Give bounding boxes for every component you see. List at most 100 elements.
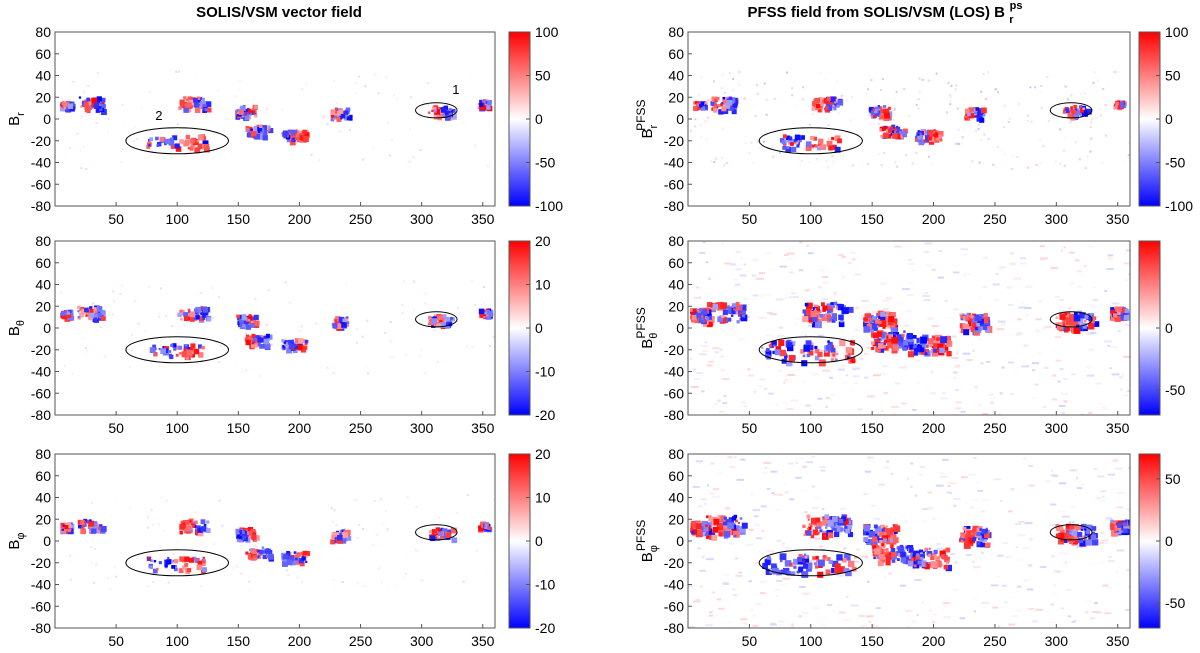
x-tick-label: 350: [471, 211, 495, 227]
y-tick-label: 0: [676, 320, 684, 336]
field-cell: [946, 351, 952, 357]
field-cell: [295, 553, 300, 558]
field-cell: [188, 312, 191, 316]
noise-cell: [791, 623, 794, 626]
noise-cell: [358, 75, 361, 78]
field-cell: [178, 568, 184, 573]
noise-cell: [259, 375, 262, 377]
noise-cell: [93, 548, 96, 551]
noise-cell: [904, 520, 908, 523]
field-cell: [925, 349, 929, 353]
noise-cell: [961, 476, 968, 479]
field-cell: [146, 144, 151, 149]
field-cell: [931, 350, 939, 357]
noise-cell: [69, 554, 72, 557]
field-cell: [716, 96, 720, 101]
y-label-sub: φ: [648, 545, 660, 552]
field-cell: [339, 532, 343, 536]
colorbar-tick-label: -100: [535, 198, 563, 214]
field-cell: [206, 520, 210, 524]
field-cell: [295, 560, 301, 565]
noise-cell: [715, 472, 724, 475]
field-cell: [79, 312, 84, 318]
noise-cell: [833, 291, 838, 294]
field-cell: [864, 525, 871, 532]
field-cell: [831, 313, 837, 319]
noise-cell: [759, 378, 765, 381]
y-tick-label: -40: [31, 577, 51, 593]
noise-cell: [956, 107, 959, 110]
noise-cell: [957, 128, 960, 131]
noise-cell: [1067, 307, 1071, 310]
noise-cell: [930, 392, 937, 395]
x-tick-label: 150: [227, 633, 251, 649]
field-cell: [883, 536, 887, 540]
noise-cell: [402, 280, 405, 283]
noise-cell: [865, 615, 874, 618]
noise-cell: [791, 87, 794, 90]
noise-cell: [698, 505, 703, 508]
noise-cell: [783, 483, 786, 486]
noise-cell: [178, 70, 180, 73]
noise-cell: [710, 159, 713, 162]
noise-cell: [372, 147, 375, 150]
noise-cell: [1104, 340, 1112, 343]
noise-cell: [1078, 97, 1081, 100]
noise-cell: [1059, 128, 1062, 131]
field-cell: [101, 104, 106, 109]
noise-cell: [706, 116, 709, 119]
noise-cell: [317, 159, 320, 162]
field-cell: [700, 309, 708, 316]
field-cell: [884, 315, 892, 322]
noise-cell: [424, 302, 427, 305]
noise-cell: [977, 123, 980, 126]
field-cell: [299, 135, 304, 140]
colorbar-tick-label: 10: [535, 277, 551, 293]
noise-cell: [922, 508, 928, 510]
field-cell: [481, 313, 485, 316]
field-cell: [1062, 108, 1066, 111]
noise-cell: [692, 486, 700, 488]
field-cell: [863, 537, 869, 542]
field-cell: [739, 517, 743, 520]
noise-cell: [217, 89, 219, 92]
noise-cell: [1101, 405, 1107, 408]
field-cell: [202, 307, 209, 313]
field-cell: [1090, 534, 1097, 540]
noise-cell: [80, 167, 83, 169]
field-cell: [246, 127, 250, 131]
field-cell: [96, 99, 102, 105]
noise-cell: [1054, 594, 1060, 597]
x-tick-label: 100: [166, 211, 190, 227]
region-ellipse-1: [758, 127, 863, 155]
field-cell: [299, 552, 303, 555]
field-cell: [910, 552, 915, 557]
noise-cell: [773, 97, 776, 100]
field-cell: [189, 347, 194, 352]
noise-cell: [1028, 484, 1035, 487]
noise-cell: [1128, 585, 1130, 588]
noise-cell: [864, 372, 871, 375]
field-cell: [184, 344, 188, 347]
field-cell: [902, 128, 908, 134]
field-cell: [834, 146, 841, 153]
field-cell: [938, 131, 944, 137]
y-axis-label: Bθ: [6, 320, 27, 336]
noise-cell: [491, 154, 494, 157]
noise-cell: [937, 276, 944, 279]
noise-cell: [1107, 473, 1116, 476]
noise-cell: [419, 149, 422, 151]
field-cell: [883, 538, 888, 543]
field-cell: [713, 108, 718, 113]
noise-cell: [689, 357, 692, 360]
field-cell: [822, 519, 829, 526]
noise-cell: [958, 142, 961, 145]
noise-cell: [1010, 167, 1013, 170]
noise-cell: [829, 398, 834, 401]
noise-cell: [977, 296, 983, 299]
noise-cell: [1032, 369, 1036, 372]
field-cell: [437, 315, 443, 321]
noise-cell: [385, 510, 388, 512]
y-tick-label: 60: [35, 46, 51, 62]
noise-cell: [915, 151, 918, 154]
